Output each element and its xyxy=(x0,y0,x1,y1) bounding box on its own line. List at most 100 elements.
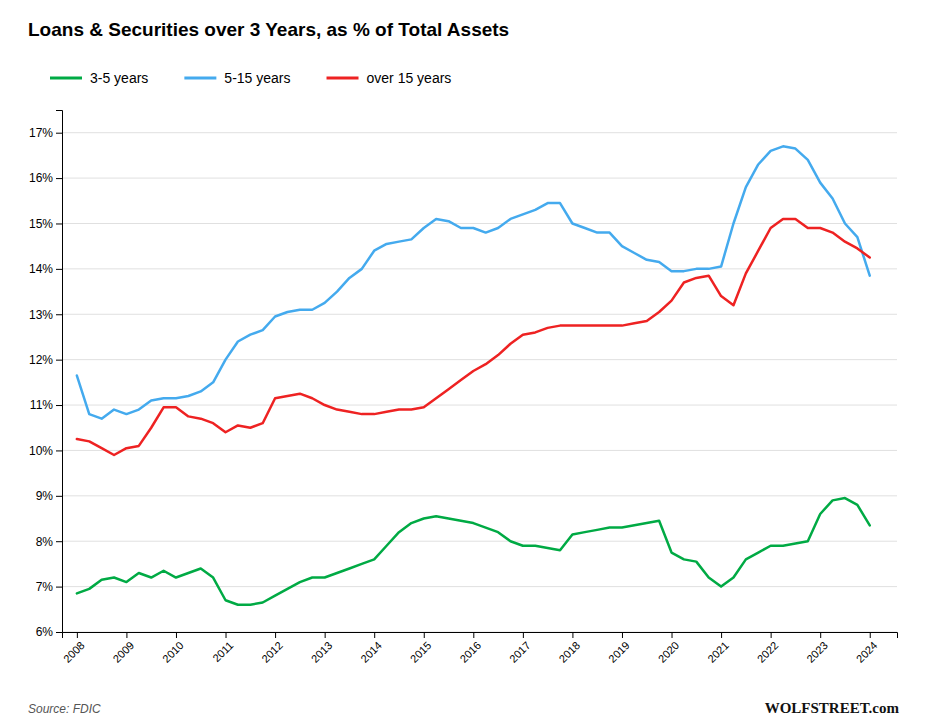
y-tick: 8% xyxy=(36,535,62,549)
x-tick: 2010 xyxy=(160,632,186,665)
grid-line xyxy=(62,541,897,542)
x-tick-label: 2018 xyxy=(556,639,582,665)
y-tick: 12% xyxy=(29,353,62,367)
x-tick-mark xyxy=(126,632,127,638)
x-tick-label: 2009 xyxy=(110,639,136,665)
y-tick-mark xyxy=(56,632,62,633)
legend: 3-5 years 5-15 years over 15 years xyxy=(50,70,451,86)
y-tick-mark xyxy=(56,314,62,315)
x-tick: 2020 xyxy=(656,632,682,665)
grid-line xyxy=(62,495,897,496)
y-axis: 6% 7% 8% 9% 10% 11% 12% 13% 14% 15% 16% 17% xyxy=(29,111,63,640)
y-tick-label: 14% xyxy=(29,262,53,276)
x-tick: 2022 xyxy=(755,632,781,665)
y-tick-mark xyxy=(56,405,62,406)
y-tick-label: 7% xyxy=(36,580,54,594)
grid-line xyxy=(62,586,897,587)
grid-line xyxy=(62,405,897,406)
x-tick-mark xyxy=(226,632,227,638)
y-tick: 6% xyxy=(36,625,62,639)
y-tick: 9% xyxy=(36,489,62,503)
x-tick-label: 2008 xyxy=(61,639,87,665)
x-tick-mark xyxy=(870,632,871,638)
grid-line xyxy=(62,450,897,451)
series-line xyxy=(77,219,870,455)
x-tick-label: 2011 xyxy=(210,639,235,664)
x-tick-mark xyxy=(771,632,772,638)
watermark: WOLFSTREET.com xyxy=(765,700,900,716)
x-tick-mark xyxy=(424,632,425,638)
x-tick: 2018 xyxy=(556,632,582,665)
y-tick-mark xyxy=(56,496,62,497)
x-tick-mark xyxy=(622,632,623,638)
x-tick: 2012 xyxy=(259,632,285,665)
y-tick: 10% xyxy=(29,444,62,458)
x-tick-mark xyxy=(523,632,524,638)
x-tick-label: 2015 xyxy=(408,639,434,665)
x-tick-label: 2013 xyxy=(309,639,335,665)
x-tick: 2017 xyxy=(507,632,533,665)
y-tick-label: 8% xyxy=(36,535,54,549)
legend-label: 3-5 years xyxy=(90,70,148,86)
y-tick: 15% xyxy=(29,217,62,231)
x-tick: 2014 xyxy=(358,632,384,665)
y-tick-mark xyxy=(56,541,62,542)
series-group xyxy=(77,146,870,604)
legend-swatch xyxy=(184,77,216,80)
y-tick-label: 13% xyxy=(29,308,53,322)
y-tick-mark xyxy=(56,178,62,179)
y-tick: 7% xyxy=(36,580,62,594)
y-tick-mark xyxy=(56,360,62,361)
x-tick-label: 2016 xyxy=(457,639,483,665)
y-tick-mark xyxy=(56,269,62,270)
legend-item: over 15 years xyxy=(327,70,452,86)
x-tick-mark xyxy=(672,632,673,638)
x-tick-mark xyxy=(473,632,474,638)
y-tick: 17% xyxy=(29,126,62,140)
chart: 6% 7% 8% 9% 10% 11% 12% 13% 14% 15% 16% 17% 2008 2009… xyxy=(0,0,927,727)
series-line xyxy=(77,498,870,605)
x-axis: 2008 2009 2010 2011 2012 2013 2014 2015 2016 2017… xyxy=(61,632,898,665)
y-tick: 13% xyxy=(29,308,62,322)
x-axis-line xyxy=(63,633,898,639)
x-tick-mark xyxy=(325,632,326,638)
x-tick: 2013 xyxy=(309,632,335,665)
x-tick-label: 2024 xyxy=(854,639,880,665)
grid-line xyxy=(62,359,897,360)
legend-swatch xyxy=(327,77,359,80)
y-tick-label: 10% xyxy=(29,444,53,458)
x-tick-mark xyxy=(176,632,177,638)
plot-area: 6% 7% 8% 9% 10% 11% 12% 13% 14% 15% 16% 17% 2008 2009… xyxy=(29,111,898,665)
x-tick-label: 2017 xyxy=(507,639,533,665)
x-tick-label: 2021 xyxy=(705,639,731,665)
x-tick: 2015 xyxy=(408,632,434,665)
grid xyxy=(62,133,897,632)
x-tick-label: 2010 xyxy=(160,639,186,665)
x-tick: 2008 xyxy=(61,632,87,665)
y-tick-label: 12% xyxy=(29,353,53,367)
y-tick-mark xyxy=(56,587,62,588)
source-note: Source: FDIC xyxy=(28,702,101,716)
x-tick-label: 2019 xyxy=(606,639,632,665)
y-tick-mark xyxy=(56,223,62,224)
x-tick-mark xyxy=(275,632,276,638)
y-tick-label: 9% xyxy=(36,489,54,503)
y-axis-line xyxy=(56,111,63,633)
grid-line xyxy=(62,178,897,179)
grid-line xyxy=(62,223,897,224)
legend-label: over 15 years xyxy=(367,70,452,86)
y-tick-label: 16% xyxy=(29,171,53,185)
y-tick-mark xyxy=(56,450,62,451)
x-tick-mark xyxy=(572,632,573,638)
x-tick-label: 2020 xyxy=(656,639,682,665)
y-tick-label: 17% xyxy=(29,126,53,140)
y-tick: 16% xyxy=(29,171,62,185)
grid-line xyxy=(62,314,897,315)
series-line xyxy=(77,146,870,418)
legend-swatch xyxy=(50,77,82,80)
x-tick: 2011 xyxy=(210,632,235,664)
legend-label: 5-15 years xyxy=(224,70,290,86)
y-tick-mark xyxy=(56,133,62,134)
x-tick: 2016 xyxy=(457,632,483,665)
y-tick: 11% xyxy=(30,398,62,412)
